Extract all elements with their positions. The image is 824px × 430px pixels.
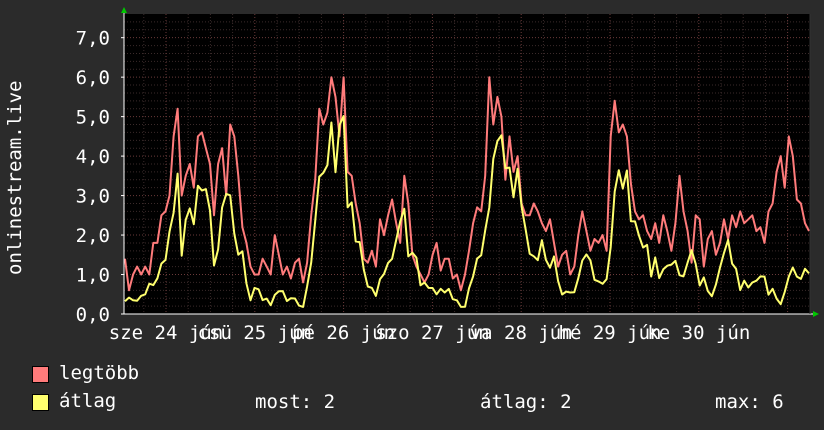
y-tick-label: 6,0 — [76, 67, 110, 89]
y-tick-label: 1,0 — [76, 265, 110, 287]
y-tick-label: 7,0 — [76, 28, 110, 50]
y-tick-label: 4,0 — [76, 146, 110, 168]
x-tick-label: pé 26 jún — [292, 322, 395, 344]
y-axis-arrow — [121, 7, 127, 13]
legend-label-avg: átlag — [59, 390, 117, 412]
series-layer — [124, 76, 810, 308]
series-line-avg — [124, 115, 810, 308]
axes — [121, 7, 819, 317]
x-axis-arrow — [813, 311, 819, 317]
y-tick-label: 0,0 — [76, 304, 110, 326]
x-tick-label: csü 25 jún — [198, 322, 312, 344]
y-tick-label: 5,0 — [76, 107, 110, 129]
x-tick-label: ke 30 jún — [647, 322, 750, 344]
x-tick-label: szo 27 jún — [375, 322, 489, 344]
stat-avg: átlag: 2 — [480, 391, 572, 413]
y-axis: 0,0 1,0 2,0 3,0 4,0 5,0 6,0 7,0 — [76, 28, 124, 326]
legend-swatch-avg — [32, 394, 49, 411]
stat-now: most: 2 — [255, 391, 336, 413]
y-axis-title: onlinestream.live — [4, 80, 26, 275]
x-tick-label: va 28 jún — [470, 322, 573, 344]
legend-label-max: legtöbb — [59, 362, 140, 384]
x-tick-label: sze 24 jún — [109, 322, 223, 344]
y-tick-label: 2,0 — [76, 225, 110, 247]
y-tick-label: 3,0 — [76, 186, 110, 208]
legend-swatch-max — [32, 366, 49, 383]
x-tick-label: hé 29 jún — [559, 322, 662, 344]
series-line-max — [124, 76, 810, 292]
stat-max: max: 6 — [715, 391, 784, 413]
